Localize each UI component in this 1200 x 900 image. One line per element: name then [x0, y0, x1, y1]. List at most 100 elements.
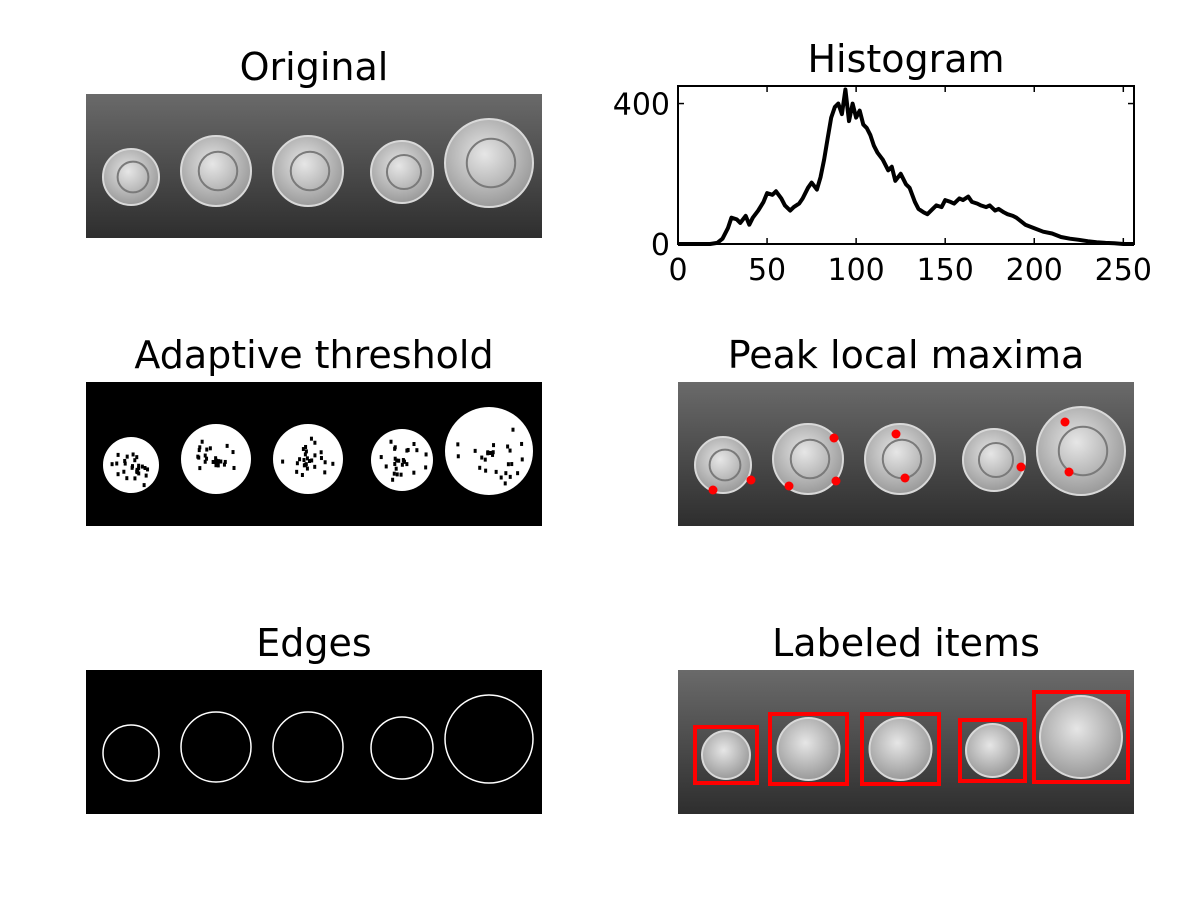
threshold-speck: [309, 436, 313, 441]
threshold-speck: [313, 440, 317, 445]
threshold-speck: [231, 450, 235, 455]
edge-contour-5: [444, 694, 534, 784]
threshold-speck: [295, 469, 299, 474]
x-tick-label: 250: [1095, 253, 1152, 288]
threshold-speck: [217, 459, 221, 464]
threshold-speck: [131, 464, 135, 469]
peak-marker-8: [1016, 462, 1026, 472]
threshold-speck: [331, 461, 335, 466]
original-title: Original: [239, 45, 389, 89]
threshold-speck: [486, 450, 490, 455]
coin-relief-1: [708, 448, 742, 482]
threshold-speck: [198, 445, 202, 450]
y-tick-label: 0: [651, 228, 670, 263]
threshold-speck: [222, 462, 226, 467]
coin-relief-4: [385, 153, 423, 191]
threshold-speck: [123, 461, 127, 466]
threshold-speck: [424, 465, 428, 470]
threshold-speck: [492, 443, 496, 448]
threshold-speck: [508, 474, 512, 479]
bounding-box-1: [693, 725, 759, 785]
threshold-speck: [394, 466, 398, 471]
peak-marker-5: [831, 476, 841, 486]
threshold-speck: [384, 464, 388, 469]
peak-marker-9: [1060, 417, 1070, 427]
threshold-speck: [520, 457, 524, 462]
threshold-speck: [137, 466, 141, 471]
bounding-box-4: [958, 718, 1027, 783]
x-tick-label: 150: [917, 253, 974, 288]
threshold-speck: [494, 469, 498, 474]
threshold-speck: [392, 471, 396, 476]
threshold-speck: [313, 464, 317, 469]
threshold-speck: [137, 463, 141, 468]
threshold-speck: [140, 464, 144, 469]
histogram-chart: 0 50 100 150 200 250 0 400: [613, 85, 1152, 288]
threshold-speck: [303, 452, 307, 457]
threshold-speck: [319, 450, 323, 455]
threshold-speck: [308, 459, 311, 463]
peak-marker-10: [1064, 467, 1074, 477]
threshold-speck: [281, 459, 285, 464]
threshold-speck: [405, 448, 409, 453]
threshold-speck: [305, 456, 309, 461]
threshold-speck: [196, 454, 200, 459]
threshold-speck: [208, 446, 212, 451]
threshold-speck: [304, 462, 308, 467]
threshold-speck: [205, 456, 209, 461]
coin-relief-2: [789, 438, 831, 480]
coin-1: [694, 436, 752, 494]
threshold-speck: [146, 467, 150, 472]
labeled-coin-2: [776, 717, 841, 781]
threshold-speck: [395, 458, 399, 463]
threshold-speck: [135, 469, 139, 474]
histogram-line: [678, 87, 1134, 246]
bounding-box-5: [1032, 690, 1130, 784]
x-tick-label: 200: [1006, 253, 1063, 288]
threshold-speck: [503, 481, 507, 486]
threshold-speck: [115, 461, 119, 466]
threshold-speck: [391, 477, 395, 482]
adaptive-threshold-title: Adaptive threshold: [134, 333, 494, 377]
threshold-speck: [215, 461, 219, 466]
threshold-speck: [323, 460, 327, 465]
labeled-items-image: [678, 670, 1134, 814]
threshold-speck: [456, 442, 460, 447]
x-tick-label: 50: [748, 253, 786, 288]
labeled-coin-3: [868, 717, 933, 781]
threshold-speck: [456, 454, 460, 459]
adaptive-threshold-image: [86, 382, 542, 526]
peak-marker-1: [708, 485, 718, 495]
labeled-coin-1: [701, 730, 751, 780]
edge-contour-4: [370, 716, 434, 780]
threshold-speck: [200, 439, 204, 444]
threshold-speck: [232, 465, 236, 470]
labeled-coin-5: [1039, 695, 1123, 779]
threshold-speck: [304, 449, 308, 454]
coin-2: [772, 423, 844, 495]
coin-3: [864, 423, 936, 495]
x-tick-label: 0: [668, 253, 687, 288]
coin-5: [1036, 406, 1126, 496]
peak-marker-7: [900, 473, 910, 483]
coin-relief-3: [289, 150, 331, 192]
threshold-speck: [125, 476, 129, 481]
threshold-speck: [516, 471, 520, 476]
threshold-speck: [393, 456, 397, 461]
threshold-speck: [415, 448, 419, 453]
threshold-speck: [520, 441, 524, 446]
threshold-speck: [504, 471, 508, 476]
peak-marker-4: [829, 433, 839, 443]
peak-marker-3: [784, 481, 794, 491]
peak-marker-6: [891, 429, 901, 439]
edge-contour-3: [272, 711, 344, 783]
threshold-speck: [110, 462, 114, 467]
threshold-speck: [405, 462, 409, 467]
threshold-speck: [214, 456, 218, 461]
peak-local-maxima-image: [678, 382, 1134, 526]
threshold-speck: [397, 458, 401, 463]
threshold-speck: [214, 463, 218, 468]
threshold-speck: [304, 444, 308, 449]
coin-3: [272, 135, 344, 207]
